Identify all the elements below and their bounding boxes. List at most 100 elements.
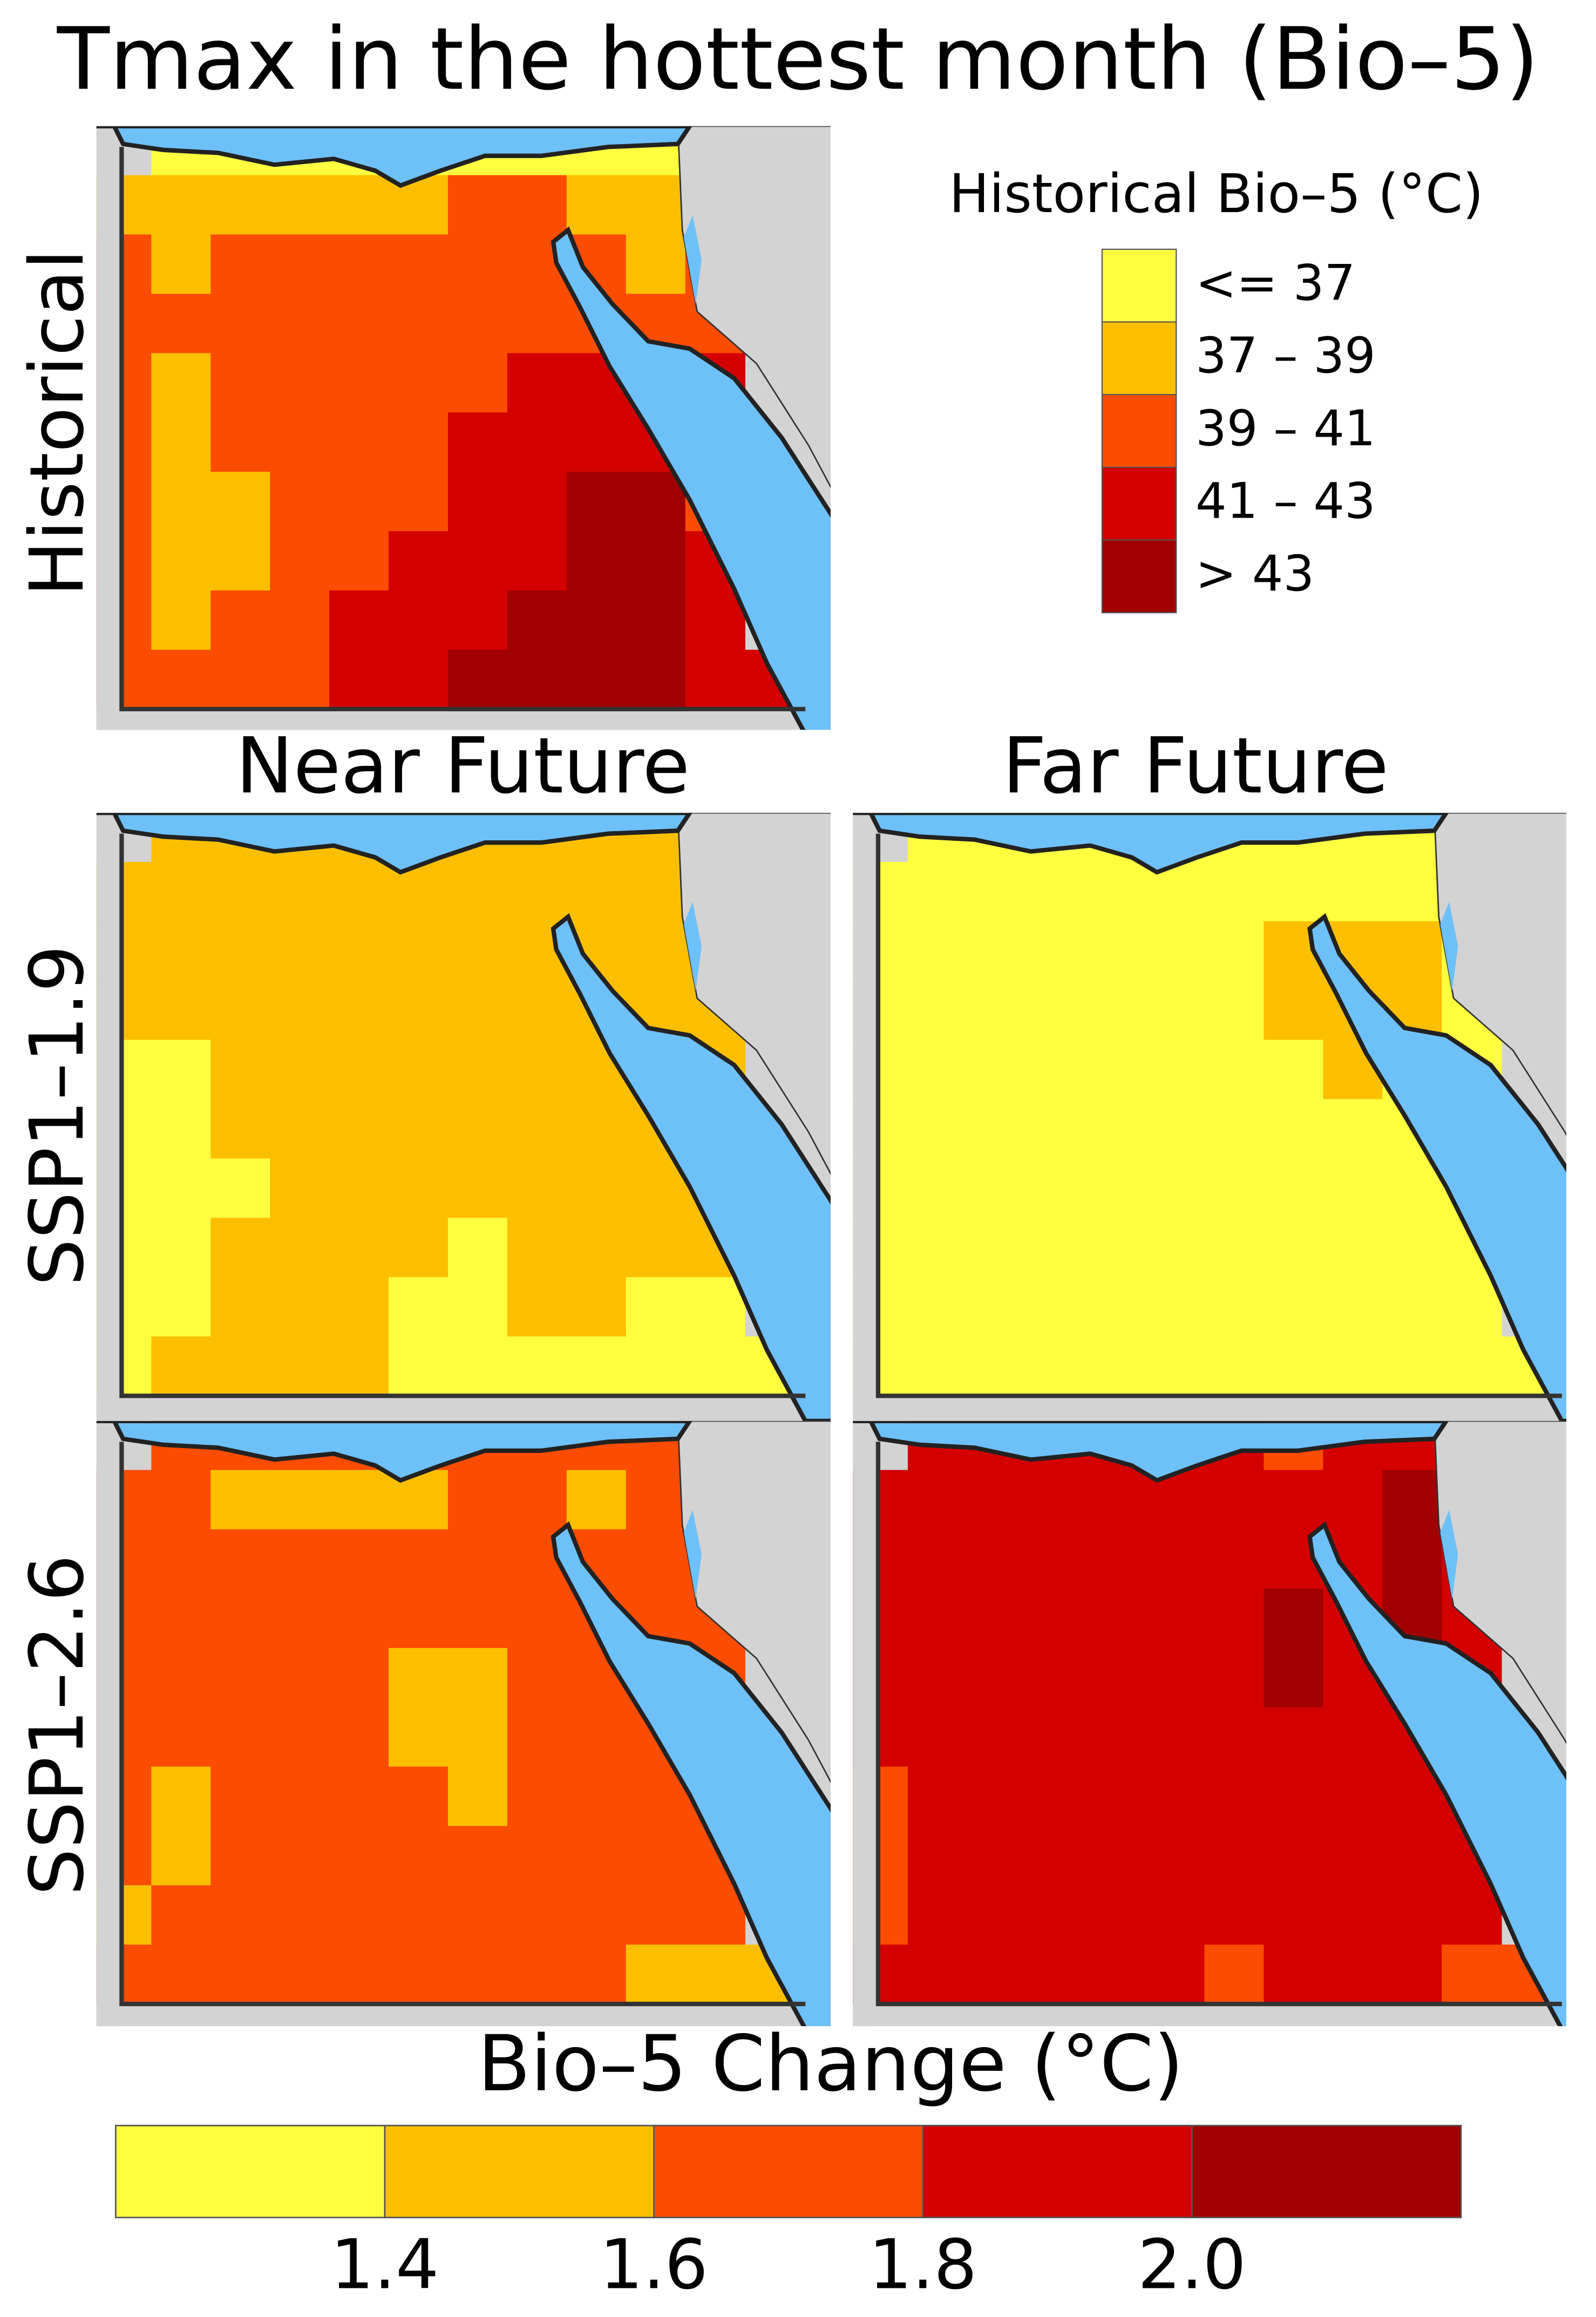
legend-label: > 43	[1196, 546, 1314, 602]
map-cell	[907, 861, 968, 922]
map-cell	[151, 1826, 212, 1886]
map-cell	[389, 1039, 449, 1100]
map-cell	[1026, 1885, 1087, 1946]
map-cell	[151, 1158, 212, 1219]
map-cell	[1323, 1470, 1383, 1530]
map-cell	[447, 1336, 508, 1397]
map-cell	[151, 353, 212, 413]
legend-label: <= 37	[1196, 255, 1355, 311]
map-cell	[507, 590, 568, 651]
map-cell	[1145, 1336, 1205, 1397]
map-cell	[151, 1945, 212, 2005]
map-cell	[1085, 1336, 1146, 1397]
map-cell	[1026, 1766, 1087, 1827]
map-cell	[626, 531, 687, 592]
border	[875, 833, 1562, 1398]
map-cell	[270, 1277, 330, 1337]
map-cell	[210, 472, 271, 532]
map-cell	[685, 1945, 745, 2005]
map-cell	[1204, 1945, 1265, 2005]
land-mask	[96, 813, 122, 1421]
levant-land	[677, 1421, 831, 1783]
map-cell	[1382, 1529, 1443, 1589]
map-cell	[447, 1885, 508, 1946]
map-cell	[151, 294, 212, 354]
map-cell	[389, 1945, 449, 2005]
red-sea	[551, 913, 831, 1421]
map-cell	[507, 353, 568, 413]
map-cell	[566, 1099, 627, 1159]
legend-label: 39 – 41	[1196, 400, 1376, 457]
map-cell	[447, 234, 508, 295]
border	[119, 833, 806, 1398]
map-cell	[626, 1766, 687, 1827]
map-cell	[967, 1885, 1028, 1946]
map-cell	[389, 531, 449, 592]
map-cell	[685, 590, 745, 651]
legend-swatch	[1101, 539, 1177, 614]
map-cell	[1204, 1470, 1265, 1530]
map-cell	[1323, 1885, 1383, 1946]
mediterranean	[853, 1421, 1449, 1483]
map-cell	[447, 1945, 508, 2005]
map-cell	[1204, 1648, 1265, 1708]
map-cell	[507, 1336, 568, 1397]
map-cell	[151, 531, 212, 592]
map-cell	[1026, 1218, 1087, 1278]
legend-swatch	[1101, 321, 1177, 396]
row-label: Historical	[14, 249, 100, 597]
map-cell	[151, 1648, 212, 1708]
map-cell	[1026, 861, 1087, 922]
map-cell	[1323, 1218, 1383, 1278]
map-cell	[1085, 1099, 1146, 1159]
map-cell	[1264, 1039, 1324, 1100]
map-cell	[1442, 1945, 1502, 2005]
map-cell	[270, 1158, 330, 1219]
colorbar-title: Bio–5 Change (°C)	[478, 2019, 1184, 2109]
map-cell	[1204, 1158, 1265, 1219]
row-label: SSP1–1.9	[14, 945, 100, 1286]
colorbar-segment	[1191, 2124, 1462, 2219]
map-cell	[1085, 1218, 1146, 1278]
map-cell	[626, 590, 687, 651]
map-cell	[329, 590, 390, 651]
map-cell	[1204, 861, 1265, 922]
map-cell	[1382, 1158, 1443, 1219]
map-cell	[270, 412, 330, 473]
map-cell	[1204, 1099, 1265, 1159]
map-cell	[507, 472, 568, 532]
map-cell	[447, 412, 508, 473]
map-cell	[507, 1099, 568, 1159]
map-cell	[626, 175, 687, 235]
map-cell	[389, 1885, 449, 1946]
map-cell	[389, 1099, 449, 1159]
map-cell	[329, 353, 390, 413]
map-cell	[151, 1336, 212, 1397]
land-mask	[853, 1421, 878, 2027]
map-panel	[853, 813, 1567, 1421]
map-cell	[1442, 1336, 1502, 1397]
map-cell	[389, 1277, 449, 1337]
map-cell	[151, 1766, 212, 1827]
legend-title: Historical Bio–5 (°C)	[949, 163, 1483, 225]
map-cell	[329, 1099, 390, 1159]
map-cell	[1264, 1218, 1324, 1278]
map-cell	[151, 980, 212, 1041]
map-cell	[151, 1529, 212, 1589]
column-label: Near Future	[236, 721, 690, 811]
map-cell	[1026, 1826, 1087, 1886]
land-mask	[96, 126, 122, 730]
map-cell	[329, 1707, 390, 1768]
map-cell	[389, 294, 449, 354]
map-cell	[151, 1099, 212, 1159]
red-sea	[1307, 1521, 1567, 2027]
map-cell	[210, 412, 271, 473]
map-cell	[210, 1529, 271, 1589]
map-cell	[210, 1707, 271, 1768]
map-cell	[566, 1885, 627, 1946]
map-cell	[1026, 1470, 1087, 1530]
map-cell	[507, 1885, 568, 1946]
colorbar-tick-label: 1.8	[868, 2225, 977, 2305]
map-cell	[1026, 1707, 1087, 1768]
map-cell	[1145, 1826, 1205, 1886]
